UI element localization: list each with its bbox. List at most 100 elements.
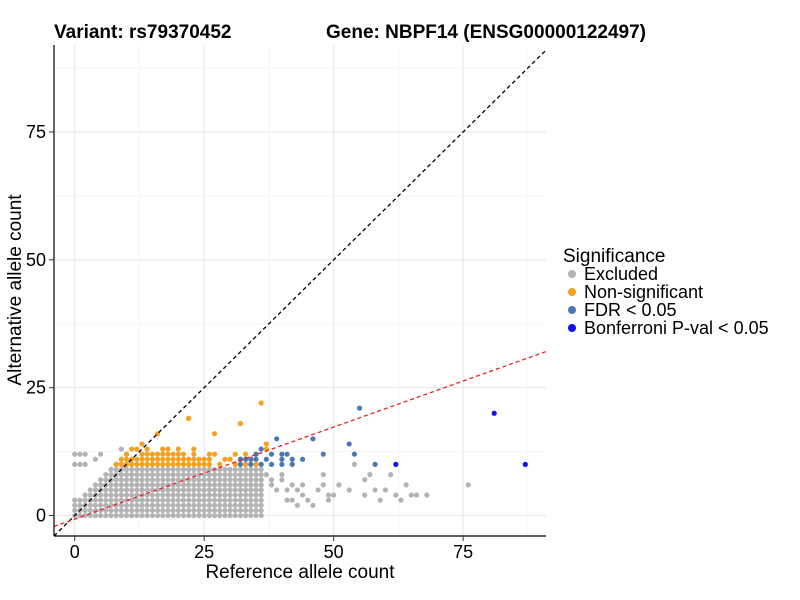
excluded-point [274, 487, 280, 493]
excluded-point [211, 472, 218, 478]
excluded-point [129, 477, 135, 483]
excluded-point [87, 487, 93, 493]
excluded-point [123, 487, 130, 493]
excluded-point [206, 497, 212, 503]
excluded-point [346, 487, 352, 493]
excluded-point [170, 492, 176, 498]
excluded-point [175, 482, 181, 488]
fdr-0-05-point [279, 451, 285, 457]
excluded-point [103, 477, 109, 483]
fdr-0-05-point [320, 451, 326, 457]
x-tick-label: 50 [324, 542, 344, 562]
excluded-point [243, 482, 249, 488]
non-significant-point [165, 451, 171, 457]
non-significant-point [170, 456, 176, 462]
non-significant-point [160, 456, 166, 462]
excluded-point [268, 477, 275, 483]
excluded-point [248, 482, 254, 488]
excluded-point [82, 451, 88, 457]
excluded-point [113, 497, 119, 503]
legend-label: Bonferroni P-val < 0.05 [584, 318, 769, 338]
excluded-point [248, 512, 254, 519]
non-significant-point [175, 456, 181, 462]
excluded-point [227, 477, 233, 483]
non-significant-point [144, 446, 150, 452]
excluded-point [180, 487, 187, 493]
non-significant-point [243, 451, 249, 457]
excluded-point [118, 482, 124, 488]
excluded-point [217, 507, 223, 514]
legend-swatch [568, 270, 576, 278]
excluded-point [149, 502, 155, 508]
excluded-point [211, 492, 218, 498]
excluded-point [222, 507, 228, 514]
non-significant-point [191, 451, 197, 457]
excluded-point [123, 492, 130, 498]
excluded-point [118, 446, 124, 452]
non-significant-point [237, 420, 244, 427]
excluded-point [103, 487, 109, 493]
non-significant-point [227, 456, 233, 462]
reference-lines [53, 49, 547, 537]
fdr-0-05-point [372, 461, 378, 467]
non-significant-point [253, 461, 259, 467]
excluded-point [263, 472, 269, 478]
excluded-point [144, 502, 150, 508]
excluded-point [222, 477, 228, 483]
excluded-point [118, 512, 124, 519]
excluded-point [186, 497, 192, 503]
excluded-point [154, 472, 161, 478]
excluded-point [175, 502, 181, 508]
non-significant-point [180, 451, 187, 457]
excluded-point [108, 487, 114, 493]
excluded-point [186, 512, 192, 519]
excluded-point [180, 507, 187, 514]
excluded-point [424, 492, 430, 498]
excluded-point [206, 482, 212, 488]
excluded-point [191, 466, 197, 473]
excluded-point [149, 466, 155, 473]
excluded-point [165, 502, 171, 508]
non-significant-point [139, 456, 145, 462]
excluded-point [186, 507, 192, 514]
excluded-point [160, 502, 166, 508]
reference-line-fit [53, 350, 547, 528]
fdr-0-05-point [356, 405, 363, 411]
excluded-point [154, 492, 161, 498]
excluded-point [129, 507, 135, 514]
excluded-point [154, 507, 161, 514]
excluded-point [243, 472, 249, 478]
excluded-point [258, 502, 264, 508]
excluded-point [134, 497, 140, 503]
excluded-point [284, 487, 290, 493]
chart-title-gene: Gene: NBPF14 (ENSG00000122497) [326, 22, 646, 43]
non-significant-point [217, 461, 223, 467]
excluded-point [129, 497, 135, 503]
excluded-point [170, 497, 176, 503]
non-significant-point [144, 456, 150, 462]
excluded-point [258, 487, 264, 493]
excluded-point [253, 472, 259, 478]
excluded-point [154, 482, 161, 488]
non-significant-point [258, 400, 264, 406]
excluded-point [129, 466, 135, 473]
excluded-point [134, 492, 140, 498]
excluded-point [243, 497, 249, 503]
excluded-point [206, 502, 212, 508]
excluded-point [113, 502, 119, 508]
excluded-point [232, 497, 238, 503]
excluded-point [134, 487, 140, 493]
non-significant-point [206, 456, 212, 462]
excluded-point [237, 507, 244, 514]
excluded-point [393, 492, 399, 498]
excluded-point [258, 507, 264, 514]
excluded-point [232, 472, 238, 478]
excluded-point [232, 482, 238, 488]
data-points [72, 400, 528, 508]
excluded-point [232, 507, 238, 514]
non-significant-point [191, 456, 197, 462]
excluded-point [243, 507, 249, 514]
excluded-point [408, 492, 414, 498]
y-tick-label: 75 [26, 122, 46, 142]
excluded-point [77, 502, 83, 508]
